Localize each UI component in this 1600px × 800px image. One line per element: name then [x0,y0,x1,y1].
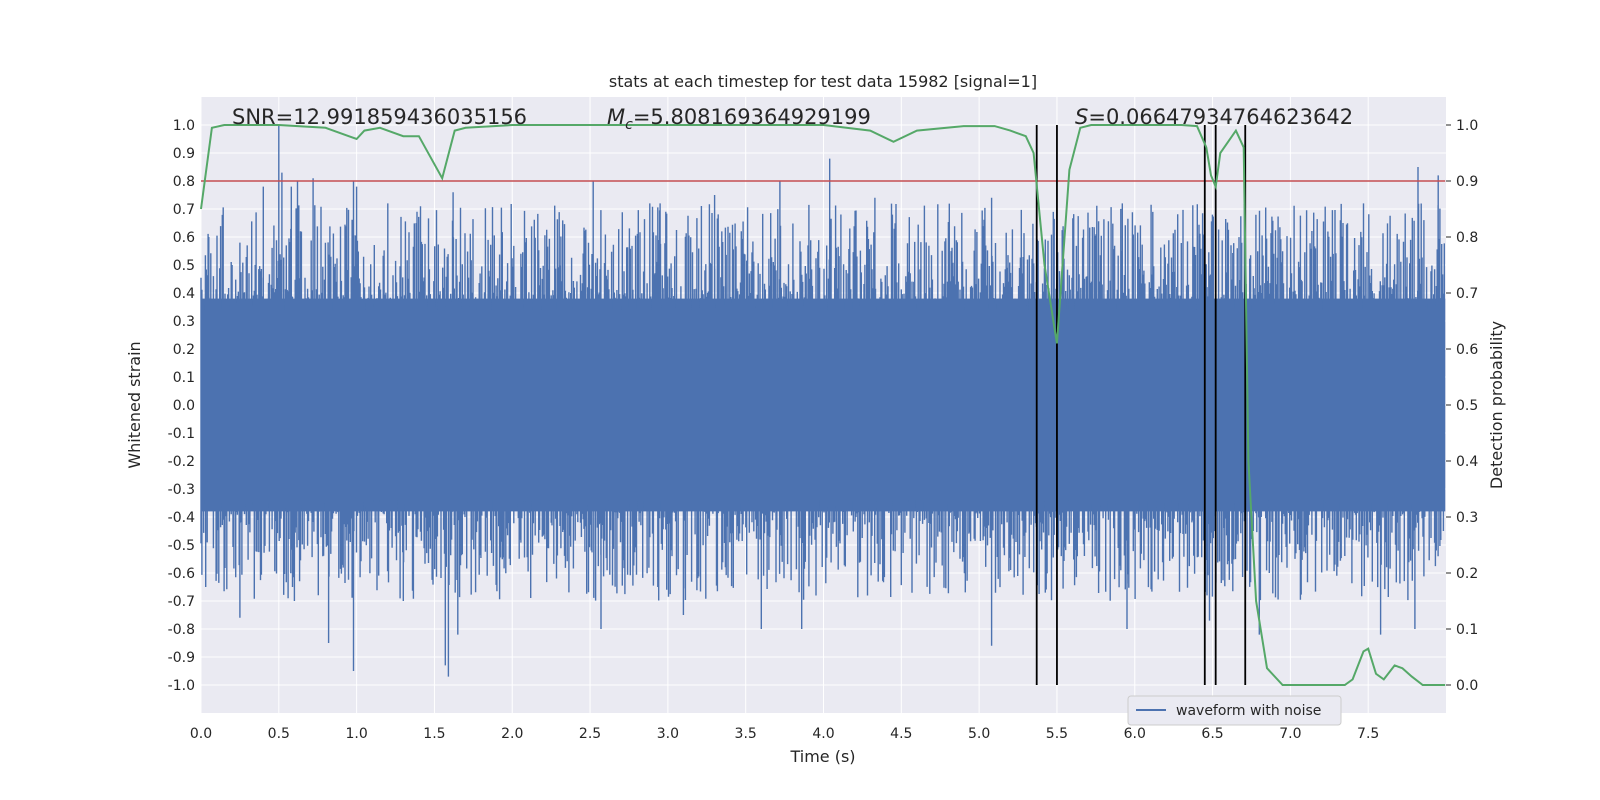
y2-tick-label: 0.1 [1456,622,1478,638]
y2-tick-label: 0.5 [1456,398,1478,414]
legend-box [1127,695,1342,726]
chirp-mass-subscript: c [625,117,633,133]
y-tick-label: -0.3 [168,482,195,498]
y-axis-ticks: 1.0 0.9 0.8 0.7 0.6 0.5 0.4 0.3 0.2 0.1 0.0 -0.1 -0.… [168,118,195,694]
detection-probability-line [200,124,1446,686]
y2-tick-label: 0.6 [1456,342,1478,358]
chart-title: stats at each timestep for test data 159… [609,72,1037,91]
s-symbol: S [1075,105,1088,129]
x-tick-label: 3.0 [657,726,679,742]
y-tick-label: 0.8 [173,174,195,190]
y2-tick-label: 0.4 [1456,454,1478,470]
y-tick-label: -0.7 [168,594,195,610]
y-tick-label: -0.6 [168,566,195,582]
chirp-mass-symbol: M [607,105,625,129]
y2-tick-label: 0.0 [1456,678,1478,694]
y-tick-label: 0.6 [173,230,195,246]
y2-axis-label: Detection probability [1487,321,1506,489]
x-tick-label: 5.0 [968,726,990,742]
y-axis-label: Whitened strain [125,341,144,468]
s-annotation: S=0.06647934764623642 [1075,105,1353,129]
legend-label: waveform with noise [1176,703,1321,719]
x-tick-label: 3.5 [735,726,757,742]
s-value: =0.06647934764623642 [1088,105,1353,129]
y-tick-label: 0.7 [173,202,195,218]
y2-tick-label: 1.0 [1456,118,1478,134]
y-tick-label: 0.3 [173,314,195,330]
x-tick-label: 4.0 [812,726,834,742]
snr-annotation: SNR=12.991859436035156 [232,105,527,129]
y-tick-label: -1.0 [168,678,195,694]
y-tick-label: -0.1 [168,426,195,442]
waveform-layer [200,125,1446,677]
y2-tick-label: 0.7 [1456,286,1478,302]
chirp-mass-value: =5.808169364929199 [633,105,871,129]
x-tick-label: 0.5 [268,726,290,742]
waveform-line [200,125,1445,677]
y2-axis-ticks: 1.0 0.9 0.8 0.7 0.6 0.5 0.4 0.3 0.2 0.1 0.0 [1446,118,1478,694]
x-tick-label: 6.0 [1124,726,1146,742]
x-axis-ticks: 0.0 0.5 1.0 1.5 2.0 2.5 3.0 3.5 4.0 4.5 5.0 5.5 6.0 6… [190,726,1379,742]
x-tick-label: 1.0 [345,726,367,742]
x-tick-label: 1.5 [423,726,445,742]
y-tick-label: 0.9 [173,146,195,162]
y-tick-label: -0.8 [168,622,195,638]
y-tick-label: -0.9 [168,650,195,666]
x-tick-label: 4.5 [890,726,912,742]
probability-layer [200,124,1446,686]
x-tick-label: 7.0 [1279,726,1301,742]
x-tick-label: 7.5 [1357,726,1379,742]
y-tick-label: -0.2 [168,454,195,470]
y2-tick-label: 0.3 [1456,510,1478,526]
x-tick-label: 5.5 [1046,726,1068,742]
y-tick-label: -0.5 [168,538,195,554]
y-tick-label: 0.5 [173,258,195,274]
x-tick-label: 2.0 [501,726,523,742]
y-tick-label: -0.4 [168,510,195,526]
legend: waveform with noise [1127,695,1342,726]
x-tick-label: 0.0 [190,726,212,742]
x-tick-label: 2.5 [579,726,601,742]
y2-tick-label: 0.9 [1456,174,1478,190]
chirp-mass-annotation: Mc=5.808169364929199 [607,105,871,133]
x-axis-label: Time (s) [789,747,855,766]
x-tick-label: 6.5 [1201,726,1223,742]
y-tick-label: 0.4 [173,286,195,302]
y-tick-label: 1.0 [173,118,195,134]
y2-tick-label: 0.8 [1456,230,1478,246]
y2-tick-label: 0.2 [1456,566,1478,582]
y-tick-label: 0.0 [173,398,195,414]
y-tick-label: 0.1 [173,370,195,386]
y-tick-label: 0.2 [173,342,195,358]
